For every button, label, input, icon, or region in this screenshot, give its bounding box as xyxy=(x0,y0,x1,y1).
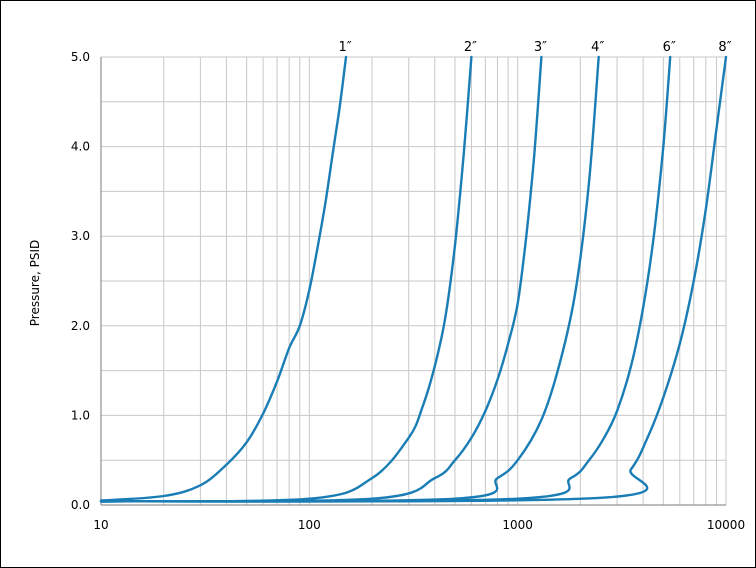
x-tick-label: 10 xyxy=(93,518,108,532)
y-tick-label: 1.0 xyxy=(71,408,90,422)
series-line xyxy=(99,55,348,502)
series-line xyxy=(99,55,473,503)
series-line xyxy=(99,55,672,503)
y-tick-label: 5.0 xyxy=(71,50,90,64)
labels-group: 1″ 2″ 3″ 4″ 6″ 8″ xyxy=(338,40,731,55)
series-label: 3″ xyxy=(534,40,547,55)
series-label: 1″ xyxy=(338,40,351,55)
series-label: 8″ xyxy=(718,40,731,55)
y-tick-label: 2.0 xyxy=(71,319,90,333)
series-line xyxy=(99,55,728,503)
series-label: 2″ xyxy=(464,40,477,55)
x-tick-label: 10000 xyxy=(707,518,745,532)
axes: 0.0 1.0 2.0 3.0 4.0 5.0 10 100 1000 10000 xyxy=(71,50,745,532)
series-line xyxy=(99,55,600,503)
grid xyxy=(100,56,727,506)
series-label: 4″ xyxy=(591,40,604,55)
y-tick-label: 0.0 xyxy=(71,498,90,512)
y-axis-label: Pressure, PSID xyxy=(28,240,42,327)
y-tick-label: 4.0 xyxy=(71,140,90,154)
series-label: 6″ xyxy=(663,40,676,55)
x-tick-label: 100 xyxy=(298,518,321,532)
series-line xyxy=(99,55,543,503)
y-tick-label: 3.0 xyxy=(71,229,90,243)
series-group xyxy=(99,55,728,503)
x-tick-label: 1000 xyxy=(502,518,533,532)
